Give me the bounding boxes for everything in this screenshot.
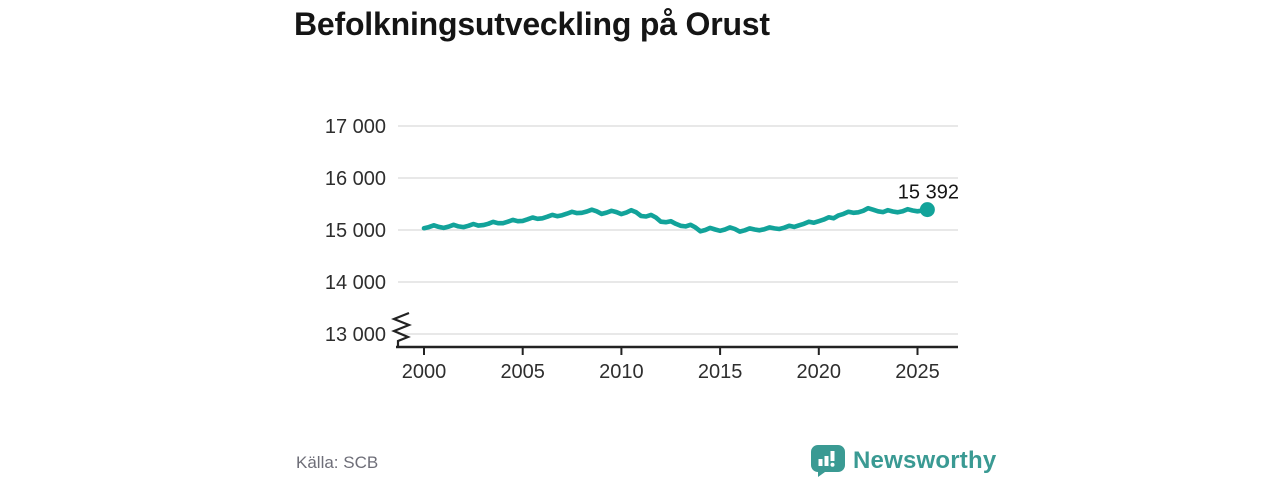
newsworthy-wordmark: Newsworthy [853, 446, 997, 474]
end-value-label: 15 392 [898, 182, 959, 204]
x-tick-label: 2025 [895, 361, 940, 383]
end-dot [919, 202, 935, 218]
newsworthy-logo: Newsworthy [810, 444, 996, 477]
y-tick-label: 16 000 [325, 168, 386, 190]
y-tick-label: 15 000 [325, 220, 386, 242]
x-tick-label: 2020 [797, 361, 842, 383]
axis-break-icon [391, 311, 412, 347]
x-tick-label: 2000 [402, 361, 447, 383]
newsworthy-logo-icon [811, 445, 845, 477]
source-label: Källa: SCB [296, 453, 379, 472]
y-tick-label: 17 000 [325, 116, 386, 138]
x-tick-label: 2015 [698, 361, 743, 383]
population-line [421, 205, 930, 234]
chart-title: Befolkningsutveckling på Orust [294, 6, 770, 42]
x-tick-label: 2010 [599, 361, 644, 383]
x-tick-label: 2005 [500, 361, 545, 383]
y-tick-label: 13 000 [325, 324, 386, 346]
y-tick-label: 14 000 [325, 272, 386, 294]
